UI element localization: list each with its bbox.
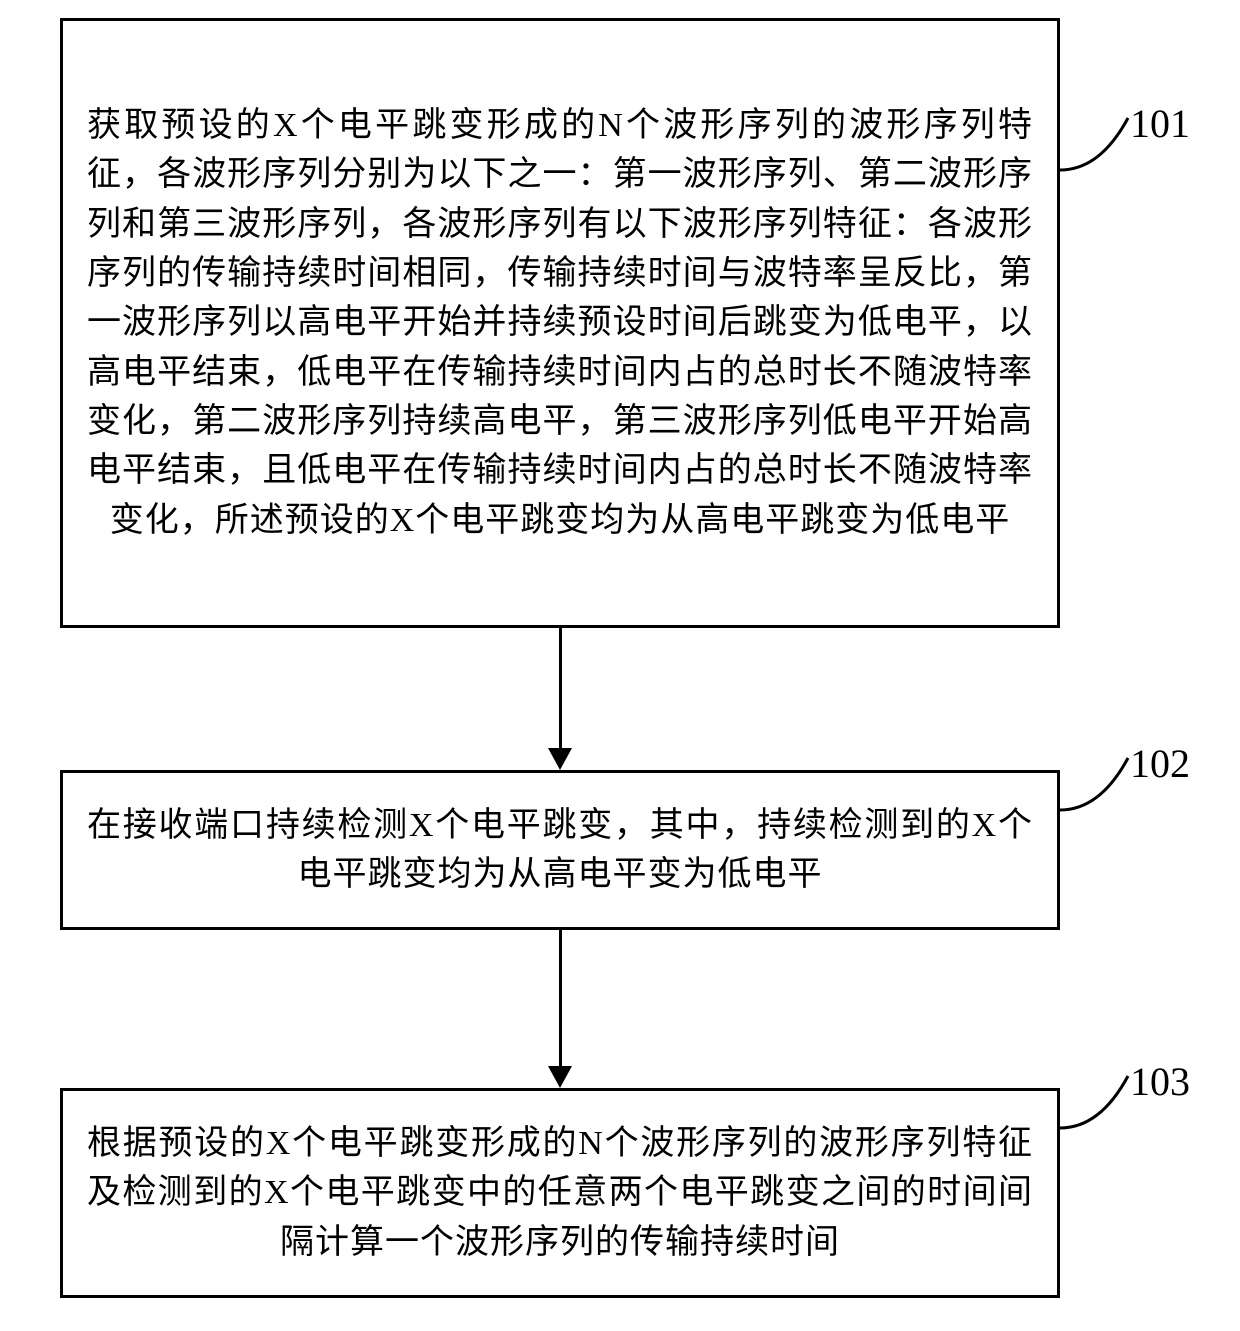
arrow-head-101-102 (548, 748, 572, 770)
step-box-103: 根据预设的X个电平跳变形成的N个波形序列的波形序列特征及检测到的X个电平跳变中的… (60, 1088, 1060, 1298)
leader-101 (1060, 100, 1140, 190)
leader-102 (1060, 740, 1140, 830)
step-box-101: 获取预设的X个电平跳变形成的N个波形序列的波形序列特征，各波形序列分别为以下之一… (60, 18, 1060, 628)
flowchart-canvas: 获取预设的X个电平跳变形成的N个波形序列的波形序列特征，各波形序列分别为以下之一… (0, 0, 1240, 1331)
step-text-102: 在接收端口持续检测X个电平跳变，其中，持续检测到的X个电平跳变均为从高电平变为低… (87, 801, 1033, 900)
leader-103 (1060, 1058, 1140, 1148)
arrow-head-102-103 (548, 1066, 572, 1088)
step-label-103: 103 (1130, 1058, 1190, 1105)
step-text-103: 根据预设的X个电平跳变形成的N个波形序列的波形序列特征及检测到的X个电平跳变中的… (87, 1119, 1033, 1267)
arrow-102-103 (559, 930, 562, 1068)
arrow-101-102 (559, 628, 562, 750)
step-label-102: 102 (1130, 740, 1190, 787)
step-text-101: 获取预设的X个电平跳变形成的N个波形序列的波形序列特征，各波形序列分别为以下之一… (87, 101, 1033, 545)
step-box-102: 在接收端口持续检测X个电平跳变，其中，持续检测到的X个电平跳变均为从高电平变为低… (60, 770, 1060, 930)
step-label-101: 101 (1130, 100, 1190, 147)
